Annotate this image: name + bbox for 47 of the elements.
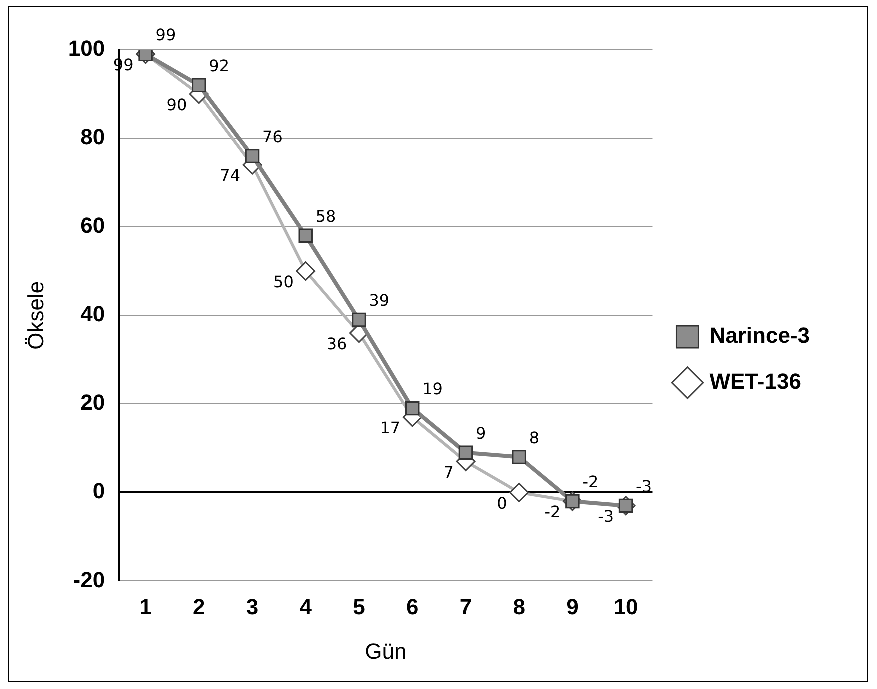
data-label: 58 bbox=[316, 207, 336, 226]
x-axis-title: Gün bbox=[365, 638, 407, 664]
point bbox=[352, 312, 366, 328]
y-tick-label: 20 bbox=[80, 390, 106, 416]
data-label: 39 bbox=[369, 291, 390, 310]
y-tick-label: 80 bbox=[80, 124, 106, 150]
x-tick-label: 6 bbox=[406, 594, 419, 620]
x-tick-label: 10 bbox=[614, 594, 638, 620]
y-axis-title: Öksele bbox=[23, 281, 48, 350]
x-tick-label: 4 bbox=[300, 594, 313, 620]
data-label: 50 bbox=[274, 272, 294, 292]
data-label: 17 bbox=[380, 418, 401, 438]
x-tick-label: 1 bbox=[140, 594, 152, 620]
point bbox=[458, 446, 474, 460]
data-label: 19 bbox=[422, 380, 443, 399]
data-label: 0 bbox=[497, 494, 508, 513]
x-tick-label: 5 bbox=[353, 594, 366, 620]
legend-label: Narince-3 bbox=[710, 323, 810, 348]
data-label: -3 bbox=[598, 507, 614, 526]
legend-label: WET-136 bbox=[710, 369, 802, 394]
point bbox=[138, 50, 153, 62]
data-label: -2 bbox=[582, 472, 599, 492]
y-tick-label: -20 bbox=[73, 567, 106, 592]
x-tick-label: 9 bbox=[566, 594, 579, 620]
point bbox=[512, 450, 526, 464]
data-label: -2 bbox=[544, 502, 561, 522]
data-label: 74 bbox=[220, 166, 241, 186]
data-label: 92 bbox=[209, 56, 230, 76]
data-label: 99 bbox=[156, 26, 176, 45]
x-tick-label: 7 bbox=[460, 594, 472, 620]
point bbox=[298, 228, 313, 244]
point bbox=[192, 78, 206, 93]
x-tick-label: 3 bbox=[246, 594, 259, 620]
y-tick-label: 40 bbox=[80, 302, 106, 327]
y-tick-label: 60 bbox=[80, 213, 106, 238]
data-label: 8 bbox=[529, 428, 540, 448]
y-tick-label: 100 bbox=[68, 36, 106, 62]
data-label: 36 bbox=[326, 334, 348, 354]
data-label: 7 bbox=[444, 462, 454, 482]
x-tick-label: 2 bbox=[193, 594, 206, 620]
y-tick-label: 0 bbox=[92, 478, 106, 504]
point bbox=[405, 401, 420, 416]
data-label: 76 bbox=[262, 127, 283, 146]
data-label: 90 bbox=[166, 95, 188, 114]
x-tick-label: 8 bbox=[513, 594, 526, 620]
data-label: 9 bbox=[476, 424, 486, 443]
point bbox=[245, 149, 260, 164]
